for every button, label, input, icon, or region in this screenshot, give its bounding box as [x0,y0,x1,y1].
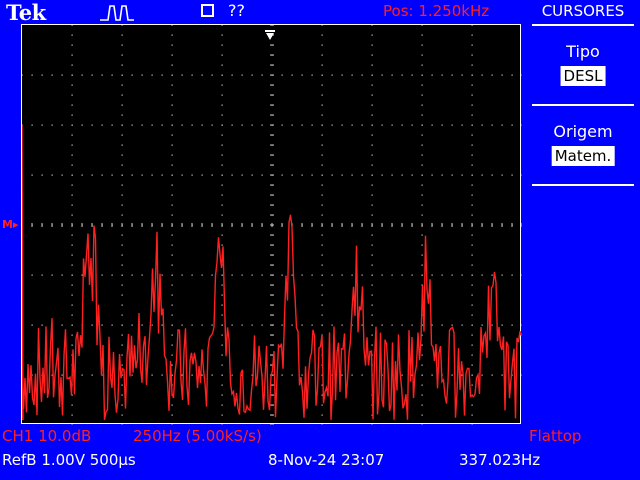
option-value-tipo-button[interactable]: DESL [560,66,606,86]
trigger-frequency: 337.023Hz [459,451,541,469]
ch1-scale: CH1 10.0dB [2,427,92,445]
date-time: 8-Nov-24 23:07 [268,451,385,469]
channel-reference-marker-icon: M▸ [2,218,19,231]
fft-trace-plot [22,25,522,425]
waveform-display [21,24,522,425]
menu-divider [532,24,634,26]
menu-divider [532,184,634,186]
option-value-origem-button[interactable]: Matem. [551,146,615,166]
option-label-origem: Origem [553,122,613,141]
acquisition-status: ?? [228,1,245,20]
fft-window: Flattop [529,427,582,445]
horizontal-position: Pos: 1.250kHz [383,2,490,20]
side-menu: CURSORES Tipo DESL Origem Matem. [526,0,640,480]
fft-trace [22,124,522,421]
top-status-bar: Tek ?? Pos: 1.250kHz [0,0,520,25]
fft-span: 250Hz (5.00kS/s) [133,427,262,445]
option-label-tipo: Tipo [566,42,600,61]
ref-b-scale: RefB 1.00V 500µs [2,451,136,469]
brand-logo: Tek [6,0,46,25]
menu-title: CURSORES [541,2,625,20]
menu-divider [532,104,634,106]
acquire-square-icon [201,4,214,17]
trigger-position-marker-icon [265,30,275,40]
trigger-pulse-icon [100,5,134,21]
